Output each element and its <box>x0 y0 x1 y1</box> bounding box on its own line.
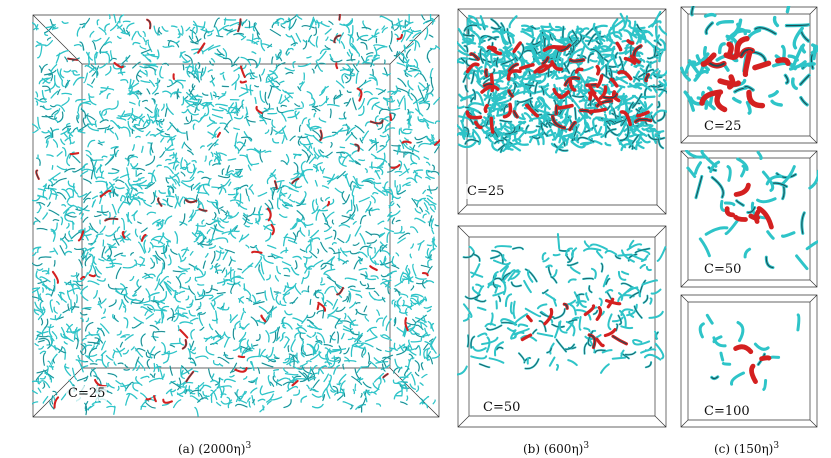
panel-c-middle-visualization <box>680 150 818 288</box>
panel-b-top-visualization <box>457 8 667 215</box>
panel-b-label-c25: C=25 <box>465 184 507 199</box>
caption-b: (b) (600η)3 <box>523 441 589 456</box>
panel-c-top-visualization <box>680 6 818 144</box>
panel-c-label-c50: C=50 <box>702 262 744 277</box>
caption-c: (c) (150η)3 <box>714 441 779 456</box>
panel-c-middle-render: C=50 <box>680 150 818 288</box>
panel-a-visualization <box>32 14 440 418</box>
panel-c-bottom-render: C=100 <box>680 294 818 428</box>
caption-c-text: (c) (150η) <box>714 442 774 456</box>
caption-a: (a) (2000η)3 <box>178 441 251 456</box>
panel-b-top-render: C=25 <box>457 8 667 215</box>
caption-b-exponent: 3 <box>583 441 590 451</box>
panel-b-label-c50: C=50 <box>481 400 523 415</box>
panel-c-label-c25: C=25 <box>702 119 744 134</box>
panel-b-bottom-render: C=50 <box>457 225 667 428</box>
panel-c-top-render: C=25 <box>680 6 818 144</box>
panel-b-bottom-visualization <box>457 225 667 428</box>
caption-c-exponent: 3 <box>773 441 780 451</box>
caption-a-text: (a) (2000η) <box>178 442 246 456</box>
panel-c-label-c100: C=100 <box>702 404 752 419</box>
caption-a-exponent: 3 <box>245 441 252 451</box>
panel-a-render: C=25 <box>32 14 440 418</box>
panel-a-label-c25: C=25 <box>66 386 108 401</box>
panel-c-bottom-visualization <box>680 294 818 428</box>
caption-b-text: (b) (600η) <box>523 442 584 456</box>
